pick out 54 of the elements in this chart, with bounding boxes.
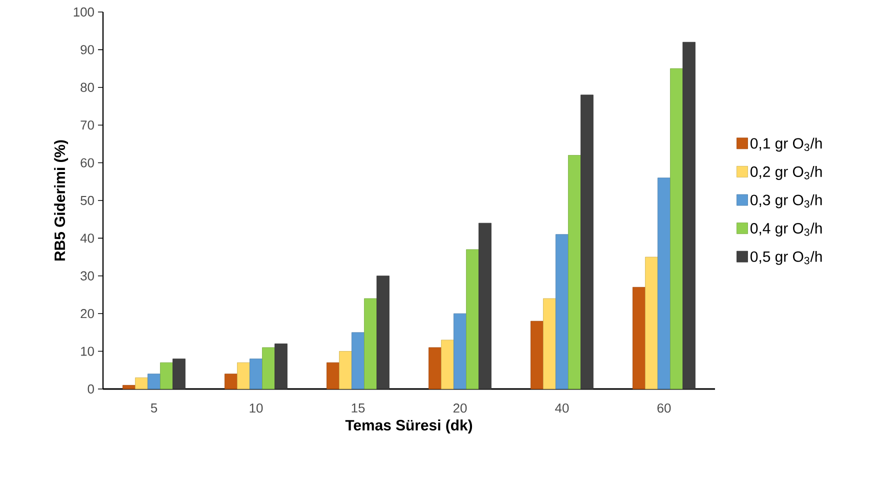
- bar: [543, 298, 556, 390]
- bar: [556, 234, 568, 390]
- bar: [568, 155, 581, 390]
- bar: [670, 68, 683, 390]
- bar: [478, 222, 492, 390]
- legend-label: 0,3 gr O$_{3}$/h: [750, 194, 822, 208]
- y-tick-label: 10: [81, 346, 94, 356]
- x-tick-label: 60: [657, 404, 671, 413]
- bar: [364, 298, 377, 390]
- legend-label: 0,5 gr O$_{3}$/h: [750, 250, 822, 265]
- x-axis-title: Temas Süresi (dk): [345, 420, 472, 434]
- y-tick-label: 20: [80, 309, 94, 318]
- y-axis-title: RB5 Giderimi (%): [54, 140, 68, 261]
- y-tick-label: 30: [80, 271, 94, 280]
- bar: [339, 351, 352, 390]
- bar: [122, 385, 136, 390]
- legend-label: 0,2 gr O$_{3}$/h: [750, 166, 822, 180]
- bar: [262, 347, 275, 390]
- y-tick-label: 70: [80, 120, 94, 130]
- bar: [160, 362, 173, 390]
- y-tick-label: 50: [80, 196, 94, 206]
- bar: [352, 332, 364, 390]
- y-tick-label: 90: [80, 45, 94, 54]
- bar: [441, 340, 454, 390]
- y-tick-label: 80: [80, 82, 94, 92]
- bar: [658, 178, 670, 390]
- x-tick-label: 10: [250, 404, 263, 413]
- bar: [237, 362, 250, 390]
- bar: [148, 374, 160, 390]
- bar: [224, 374, 238, 390]
- legend-label: 0,4 gr O$_{3}$/h: [750, 222, 822, 237]
- bar: [632, 287, 646, 390]
- bar: [682, 42, 696, 390]
- bar: [250, 358, 262, 390]
- bar: [530, 320, 544, 390]
- y-tick-label: 100: [74, 7, 94, 17]
- y-tick-label: 40: [80, 234, 94, 243]
- bar: [466, 249, 479, 390]
- y-tick-label: 60: [80, 158, 94, 168]
- bar: [135, 377, 148, 390]
- bar: [326, 362, 340, 390]
- x-tick-label: 5: [150, 404, 158, 413]
- bar: [376, 276, 390, 390]
- y-tick-label: 0: [88, 384, 94, 394]
- bar: [454, 313, 466, 390]
- legend-label: 0,1 gr O$_{3}$/h: [750, 138, 822, 152]
- x-tick-label: 40: [555, 404, 569, 413]
- bar: [274, 344, 288, 390]
- x-tick-label: 15: [352, 404, 365, 413]
- bar: [645, 256, 658, 390]
- bar: [580, 94, 594, 390]
- x-tick-label: 20: [453, 404, 467, 413]
- bar: [428, 347, 442, 390]
- bar: [172, 358, 186, 390]
